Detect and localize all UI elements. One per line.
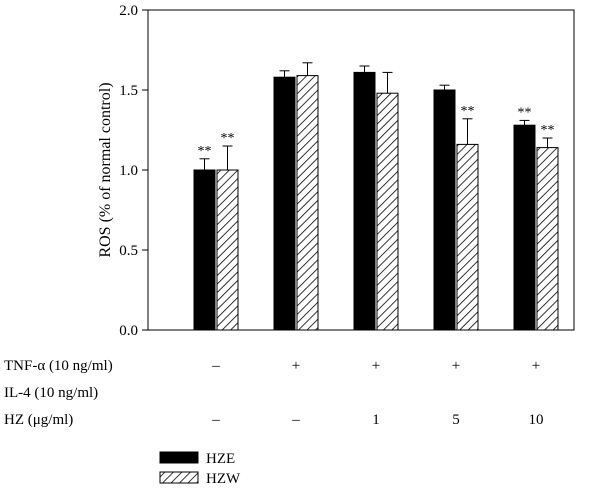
significance-mark: ** xyxy=(541,123,555,138)
condition-label: HZ (μg/ml) xyxy=(4,412,73,428)
bar-hzw xyxy=(216,169,239,331)
significance-mark: ** xyxy=(221,131,235,146)
y-tick-label: 1.0 xyxy=(119,163,138,179)
significance-mark: ** xyxy=(198,144,212,159)
bar-hze xyxy=(273,76,296,331)
bars: ** ** ** ** ** xyxy=(193,62,559,331)
legend-swatch-hzw xyxy=(159,471,199,484)
bar-hzw xyxy=(536,147,559,331)
condition-table: TNF-α (10 ng/ml) – + + + + IL-4 (10 ng/ml) HZ (… xyxy=(4,358,544,428)
significance-mark: ** xyxy=(518,105,532,120)
legend: HZE HZW xyxy=(159,451,241,487)
bar-hze xyxy=(513,124,536,331)
condition-value: 5 xyxy=(452,412,460,428)
condition-value: 1 xyxy=(372,412,380,428)
condition-value: + xyxy=(372,358,380,374)
condition-label: IL-4 (10 ng/ml) xyxy=(4,385,98,401)
bar-hze xyxy=(353,71,376,331)
y-tick-label: 0.0 xyxy=(119,323,138,339)
significance-mark: ** xyxy=(461,104,475,119)
bar-hzw xyxy=(376,92,399,331)
y-axis-ticks: 0.0 0.5 1.0 1.5 2.0 xyxy=(119,3,148,339)
condition-value: + xyxy=(292,358,300,374)
legend-label-hze: HZE xyxy=(206,451,235,467)
condition-value: + xyxy=(532,358,540,374)
y-tick-label: 0.5 xyxy=(119,243,138,259)
bar-hzw xyxy=(296,75,319,331)
condition-value: – xyxy=(291,412,300,428)
bar-hze xyxy=(193,169,216,331)
condition-value: – xyxy=(211,412,220,428)
condition-value: – xyxy=(211,358,220,374)
bar-hze xyxy=(433,89,456,331)
condition-label: TNF-α (10 ng/ml) xyxy=(4,358,113,374)
y-tick-label: 2.0 xyxy=(119,3,138,19)
legend-label-hzw: HZW xyxy=(206,471,241,487)
bar-hzw xyxy=(456,143,479,331)
legend-swatch-hze xyxy=(159,451,199,464)
y-axis-title: ROS (% of normal control) xyxy=(97,82,114,257)
condition-value: 10 xyxy=(529,412,544,428)
y-tick-label: 1.5 xyxy=(119,83,138,99)
condition-value: + xyxy=(452,358,460,374)
